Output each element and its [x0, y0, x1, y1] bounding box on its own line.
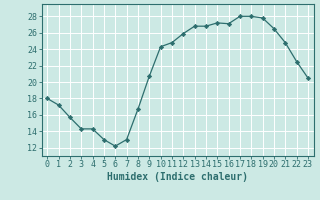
X-axis label: Humidex (Indice chaleur): Humidex (Indice chaleur) — [107, 172, 248, 182]
